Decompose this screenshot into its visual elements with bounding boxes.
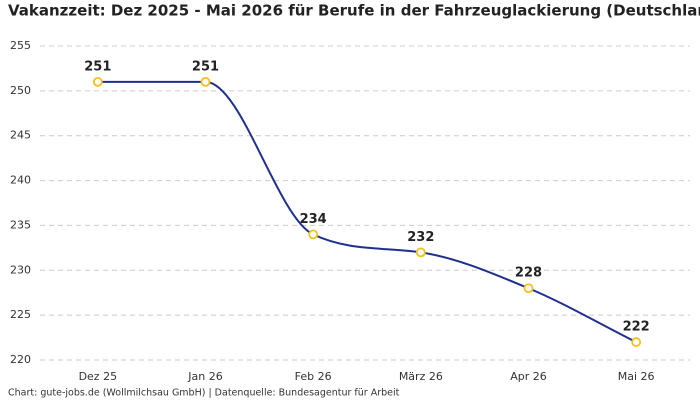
x-tick-label: Feb 26 [295,370,332,383]
y-tick-label: 250 [10,84,31,97]
x-tick-label: Apr 26 [510,370,547,383]
data-label: 222 [623,320,650,335]
y-tick-label: 235 [10,218,31,231]
y-tick-label: 230 [10,263,31,276]
y-tick-label: 220 [10,353,31,366]
data-label: 232 [407,230,434,245]
chart-title: Vakanzzeit: Dez 2025 - Mai 2026 für Beru… [8,2,700,20]
x-tick-label: Jan 26 [187,370,222,383]
point [308,229,319,240]
point [523,283,534,294]
data-label: 251 [84,59,111,74]
point [200,76,211,87]
y-tick-label: 245 [10,129,31,142]
data-label: 228 [515,266,542,281]
point [92,76,103,87]
data-label: 234 [300,212,327,227]
data-label: 251 [192,59,219,74]
x-tick-label: März 26 [399,370,443,383]
footnote: Chart: gute-jobs.de (Wollmilchsau GmbH) … [8,388,400,399]
line [97,80,637,343]
y-tick-label: 225 [10,308,31,321]
y-tick-label: 255 [10,39,31,52]
point [631,337,642,347]
x-tick-label: Dez 25 [79,370,118,383]
point [415,247,426,258]
x-tick-label: Mai 26 [618,370,655,383]
y-tick-label: 240 [10,174,31,187]
